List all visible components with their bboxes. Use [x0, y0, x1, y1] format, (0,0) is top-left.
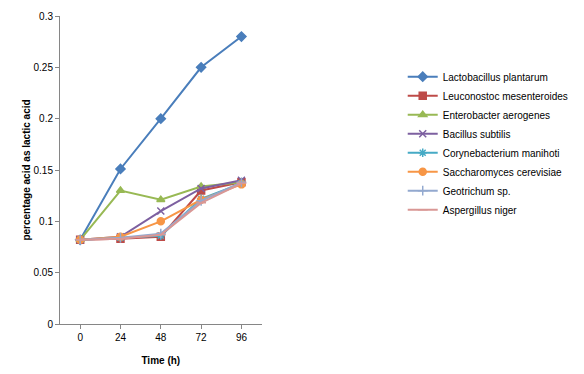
svg-text:Bacillus subtilis: Bacillus subtilis — [443, 129, 511, 140]
svg-text:0.3: 0.3 — [39, 11, 53, 22]
svg-text:0.25: 0.25 — [34, 62, 54, 73]
svg-text:96: 96 — [236, 332, 248, 343]
svg-text:0.2: 0.2 — [39, 113, 53, 124]
svg-text:0.15: 0.15 — [34, 165, 54, 176]
svg-text:48: 48 — [155, 332, 167, 343]
svg-text:Leuconostoc mesenteroides: Leuconostoc mesenteroides — [443, 91, 568, 102]
svg-text:Corynebacterium manihoti: Corynebacterium manihoti — [443, 148, 560, 159]
svg-text:Enterobacter aerogenes: Enterobacter aerogenes — [443, 110, 550, 121]
svg-text:Time (h): Time (h) — [141, 355, 180, 366]
svg-text:0: 0 — [77, 332, 83, 343]
svg-text:0.1: 0.1 — [39, 216, 53, 227]
svg-text:Geotrichum sp.: Geotrichum sp. — [443, 186, 511, 197]
svg-text:Saccharomyces cerevisiae: Saccharomyces cerevisiae — [443, 167, 562, 178]
svg-text:percentage acid as lactic acid: percentage acid as lactic acid — [21, 99, 32, 240]
svg-text:Aspergillus niger: Aspergillus niger — [443, 205, 518, 216]
svg-text:24: 24 — [115, 332, 127, 343]
svg-text:Lactobacillus plantarum: Lactobacillus plantarum — [443, 72, 548, 83]
svg-text:0: 0 — [47, 319, 53, 330]
svg-text:0.05: 0.05 — [34, 267, 54, 278]
svg-text:72: 72 — [196, 332, 208, 343]
